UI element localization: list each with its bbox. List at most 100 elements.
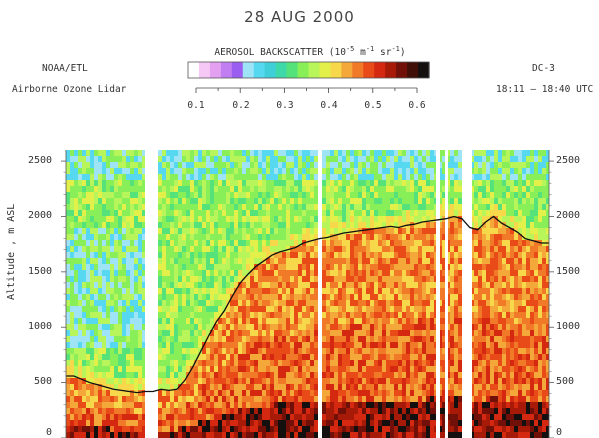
heatmap-cell <box>198 396 203 403</box>
heatmap-cell <box>254 282 259 289</box>
heatmap-cell <box>370 378 375 385</box>
heatmap-cell <box>194 354 199 361</box>
heatmap-cell <box>242 372 247 379</box>
heatmap-cell <box>158 402 163 409</box>
heatmap-cell <box>178 432 183 438</box>
heatmap-cell <box>134 264 139 271</box>
heatmap-cell <box>70 378 75 385</box>
heatmap-cell <box>398 318 403 325</box>
heatmap-cell <box>270 168 275 175</box>
heatmap-cell <box>470 324 475 331</box>
heatmap-cell <box>190 234 195 241</box>
heatmap-cell <box>346 240 351 247</box>
heatmap-cell <box>110 228 115 235</box>
heatmap-cell <box>226 168 231 175</box>
heatmap-cell <box>294 306 299 313</box>
heatmap-cell <box>418 432 423 438</box>
heatmap-cell <box>450 270 455 277</box>
heatmap-cell <box>422 342 427 349</box>
heatmap-cell <box>158 168 163 175</box>
heatmap-cell <box>302 354 307 361</box>
heatmap-cell <box>442 282 447 289</box>
heatmap-cell <box>426 228 431 235</box>
heatmap-cell <box>458 198 463 205</box>
heatmap-cell <box>118 204 123 211</box>
heatmap-cell <box>422 300 427 307</box>
heatmap-cell <box>226 282 231 289</box>
heatmap-cell <box>86 282 91 289</box>
heatmap-cell <box>286 414 291 421</box>
heatmap-cell <box>94 156 99 163</box>
heatmap-cell <box>234 246 239 253</box>
heatmap-cell <box>334 270 339 277</box>
heatmap-cell <box>454 330 459 337</box>
heatmap-cell <box>214 396 219 403</box>
heatmap-cell <box>350 180 355 187</box>
heatmap-cell <box>358 180 363 187</box>
heatmap-cell <box>322 306 327 313</box>
heatmap-cell <box>114 276 119 283</box>
heatmap-cell <box>422 168 427 175</box>
heatmap-cell <box>230 174 235 181</box>
heatmap-cell <box>282 342 287 349</box>
heatmap-cell <box>178 348 183 355</box>
heatmap-cell <box>222 186 227 193</box>
heatmap-cell <box>334 426 339 433</box>
heatmap-cell <box>74 378 79 385</box>
heatmap-cell <box>386 210 391 217</box>
heatmap-cell <box>242 198 247 205</box>
heatmap-cell <box>410 360 415 367</box>
heatmap-cell <box>102 324 107 331</box>
heatmap-cell <box>86 426 91 433</box>
heatmap-cell <box>470 318 475 325</box>
heatmap-cell <box>190 414 195 421</box>
heatmap-cell <box>78 306 83 313</box>
heatmap-cell <box>402 324 407 331</box>
heatmap-cell <box>354 180 359 187</box>
heatmap-cell <box>258 432 263 438</box>
heatmap-cell <box>306 252 311 259</box>
heatmap-cell <box>170 402 175 409</box>
heatmap-cell <box>162 276 167 283</box>
heatmap-cell <box>366 222 371 229</box>
heatmap-cell <box>314 348 319 355</box>
heatmap-cell <box>330 330 335 337</box>
heatmap-cell <box>210 240 215 247</box>
heatmap-cell <box>74 264 79 271</box>
heatmap-cell <box>414 204 419 211</box>
heatmap-cell <box>122 204 127 211</box>
heatmap-cell <box>98 414 103 421</box>
heatmap-cell <box>238 342 243 349</box>
heatmap-cell <box>382 402 387 409</box>
heatmap-cell <box>98 360 103 367</box>
heatmap-cell <box>106 312 111 319</box>
heatmap-cell <box>294 420 299 427</box>
heatmap-cell <box>458 336 463 343</box>
heatmap-cell <box>418 354 423 361</box>
heatmap-cell <box>126 204 131 211</box>
heatmap-cell <box>386 186 391 193</box>
heatmap-cell <box>354 234 359 241</box>
heatmap-cell <box>418 288 423 295</box>
heatmap-cell <box>370 252 375 259</box>
heatmap-cell <box>186 234 191 241</box>
heatmap-cell <box>306 282 311 289</box>
heatmap-cell <box>386 324 391 331</box>
heatmap-cell <box>178 300 183 307</box>
heatmap-cell <box>182 264 187 271</box>
heatmap-cell <box>270 216 275 223</box>
heatmap-cell <box>294 192 299 199</box>
heatmap-cell <box>306 354 311 361</box>
heatmap-cell <box>266 162 271 169</box>
heatmap-cell <box>250 312 255 319</box>
heatmap-cell <box>354 294 359 301</box>
heatmap-cell <box>102 246 107 253</box>
heatmap-cell <box>98 192 103 199</box>
heatmap-cell <box>294 402 299 409</box>
heatmap-cell <box>302 336 307 343</box>
heatmap-cell <box>410 336 415 343</box>
heatmap-cell <box>342 222 347 229</box>
heatmap-cell <box>274 186 279 193</box>
heatmap-cell <box>114 408 119 415</box>
heatmap-cell <box>82 222 87 229</box>
